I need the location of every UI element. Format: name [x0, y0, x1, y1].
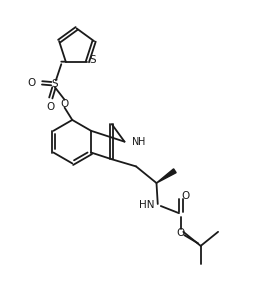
- Text: S: S: [90, 56, 96, 65]
- Text: O: O: [60, 99, 69, 109]
- Text: HN: HN: [139, 200, 155, 210]
- Text: S: S: [52, 79, 58, 89]
- Text: O: O: [177, 228, 185, 238]
- Text: O: O: [28, 78, 36, 88]
- Text: O: O: [182, 191, 190, 201]
- Polygon shape: [157, 169, 176, 183]
- Text: O: O: [46, 102, 54, 112]
- Text: N: N: [132, 137, 139, 147]
- Text: H: H: [138, 137, 145, 147]
